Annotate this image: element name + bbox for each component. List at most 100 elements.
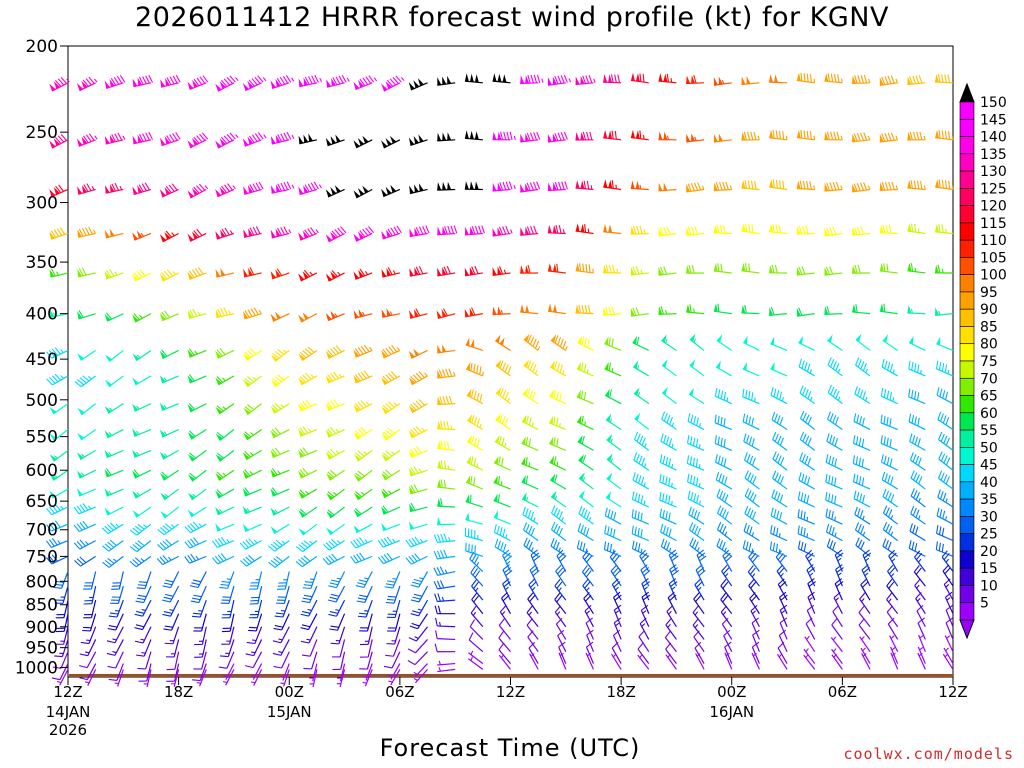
wind-barb: [937, 411, 954, 431]
wind-barb: [936, 507, 954, 525]
wind-barb: [777, 641, 788, 664]
wind-barb: [834, 578, 844, 601]
wind-barb: [408, 466, 428, 477]
wind-barb: [409, 266, 428, 277]
wind-barb: [76, 449, 96, 461]
wind-barb: [322, 538, 345, 551]
colorbar-label: 115: [980, 216, 1007, 232]
wind-barb: [547, 74, 572, 86]
wind-barb: [353, 370, 373, 384]
wind-barb: [495, 387, 511, 405]
colorbar-cell: [959, 222, 975, 241]
wind-barb: [668, 578, 678, 601]
colorbar-label: 5: [980, 596, 989, 612]
wind-barb: [464, 130, 483, 141]
colorbar-cell: [959, 429, 975, 448]
wind-barb: [136, 571, 152, 590]
wind-barb: [437, 479, 456, 490]
wind-barb: [270, 75, 295, 89]
wind-barb: [245, 651, 263, 669]
wind-barb: [547, 224, 566, 235]
wind-barb: [381, 75, 405, 92]
colorbar-label: 30: [980, 509, 998, 525]
wind-barb: [408, 446, 428, 459]
wind-barb: [717, 505, 733, 525]
wind-barb: [630, 307, 649, 317]
wind-barb: [353, 427, 373, 440]
wind-barb: [437, 395, 456, 406]
wind-barb: [744, 505, 760, 525]
wind-barb: [659, 454, 677, 471]
wind-barb: [79, 663, 97, 681]
wind-barb: [604, 336, 622, 352]
wind-barb: [381, 522, 401, 532]
wind-barb: [686, 264, 705, 274]
wind-barb: [742, 413, 760, 431]
credit-link[interactable]: coolwx.com/models: [843, 745, 1014, 763]
wind-barb: [132, 449, 152, 458]
wind-barb: [215, 132, 239, 149]
wind-barb: [300, 613, 318, 631]
colorbar-cell: [959, 153, 975, 172]
y-tick-label: 700: [26, 521, 58, 541]
wind-barb: [328, 599, 346, 617]
wind-barb: [132, 131, 154, 145]
wind-barb: [658, 73, 677, 84]
wind-barb: [190, 585, 207, 604]
y-tick-label: 800: [26, 572, 58, 592]
wind-barb: [242, 487, 262, 497]
wind-barb: [77, 429, 97, 441]
wind-barb: [721, 564, 733, 587]
wind-barb: [325, 310, 345, 322]
wind-barb: [807, 591, 816, 614]
wind-barb: [104, 449, 124, 459]
wind-barb: [437, 660, 456, 666]
wind-barb: [193, 651, 207, 670]
wind-barb: [192, 663, 207, 682]
wind-barb: [250, 663, 263, 680]
wind-barb: [605, 413, 622, 431]
wind-barb: [325, 426, 345, 438]
wind-barb: [218, 651, 235, 669]
wind-barb: [388, 663, 401, 680]
y-tick-label: 500: [26, 391, 58, 411]
wind-barb: [215, 429, 235, 442]
colorbar-label: 140: [980, 130, 1007, 146]
wind-barb: [861, 653, 871, 670]
wind-barb: [715, 471, 733, 490]
wind-barb: [408, 521, 428, 530]
wind-barb: [689, 359, 705, 377]
wind-barb: [778, 591, 788, 614]
wind-barb: [326, 74, 350, 88]
wind-barb: [104, 428, 124, 439]
wind-barb: [578, 505, 594, 525]
wind-barb: [852, 473, 871, 490]
wind-barb: [659, 508, 677, 525]
x-tick-sublabel: 16JAN: [709, 703, 754, 721]
wind-barb: [464, 181, 483, 191]
colorbar-label: 105: [980, 250, 1007, 266]
wind-barb: [631, 509, 650, 525]
wind-barb: [215, 506, 235, 516]
colorbar-cell: [959, 188, 975, 206]
wind-barb: [381, 401, 401, 415]
wind-barb: [769, 74, 788, 84]
wind-barb: [73, 503, 96, 515]
wind-barb: [132, 74, 154, 88]
wind-barb: [688, 506, 705, 525]
wind-barb: [910, 488, 926, 508]
wind-barb: [353, 185, 373, 199]
wind-barb: [221, 600, 235, 619]
wind-barb: [769, 129, 788, 141]
wind-barb: [187, 132, 209, 149]
colorbar-min-arrow: [959, 619, 975, 640]
wind-barb: [270, 311, 290, 322]
wind-barb: [243, 403, 262, 416]
colorbar-cell: [959, 343, 975, 362]
wind-barb: [578, 472, 594, 490]
wind-barb: [769, 306, 788, 316]
wind-barb: [159, 269, 179, 282]
wind-barb: [437, 667, 456, 673]
wind-barb: [49, 227, 69, 240]
wind-barb: [192, 599, 207, 618]
